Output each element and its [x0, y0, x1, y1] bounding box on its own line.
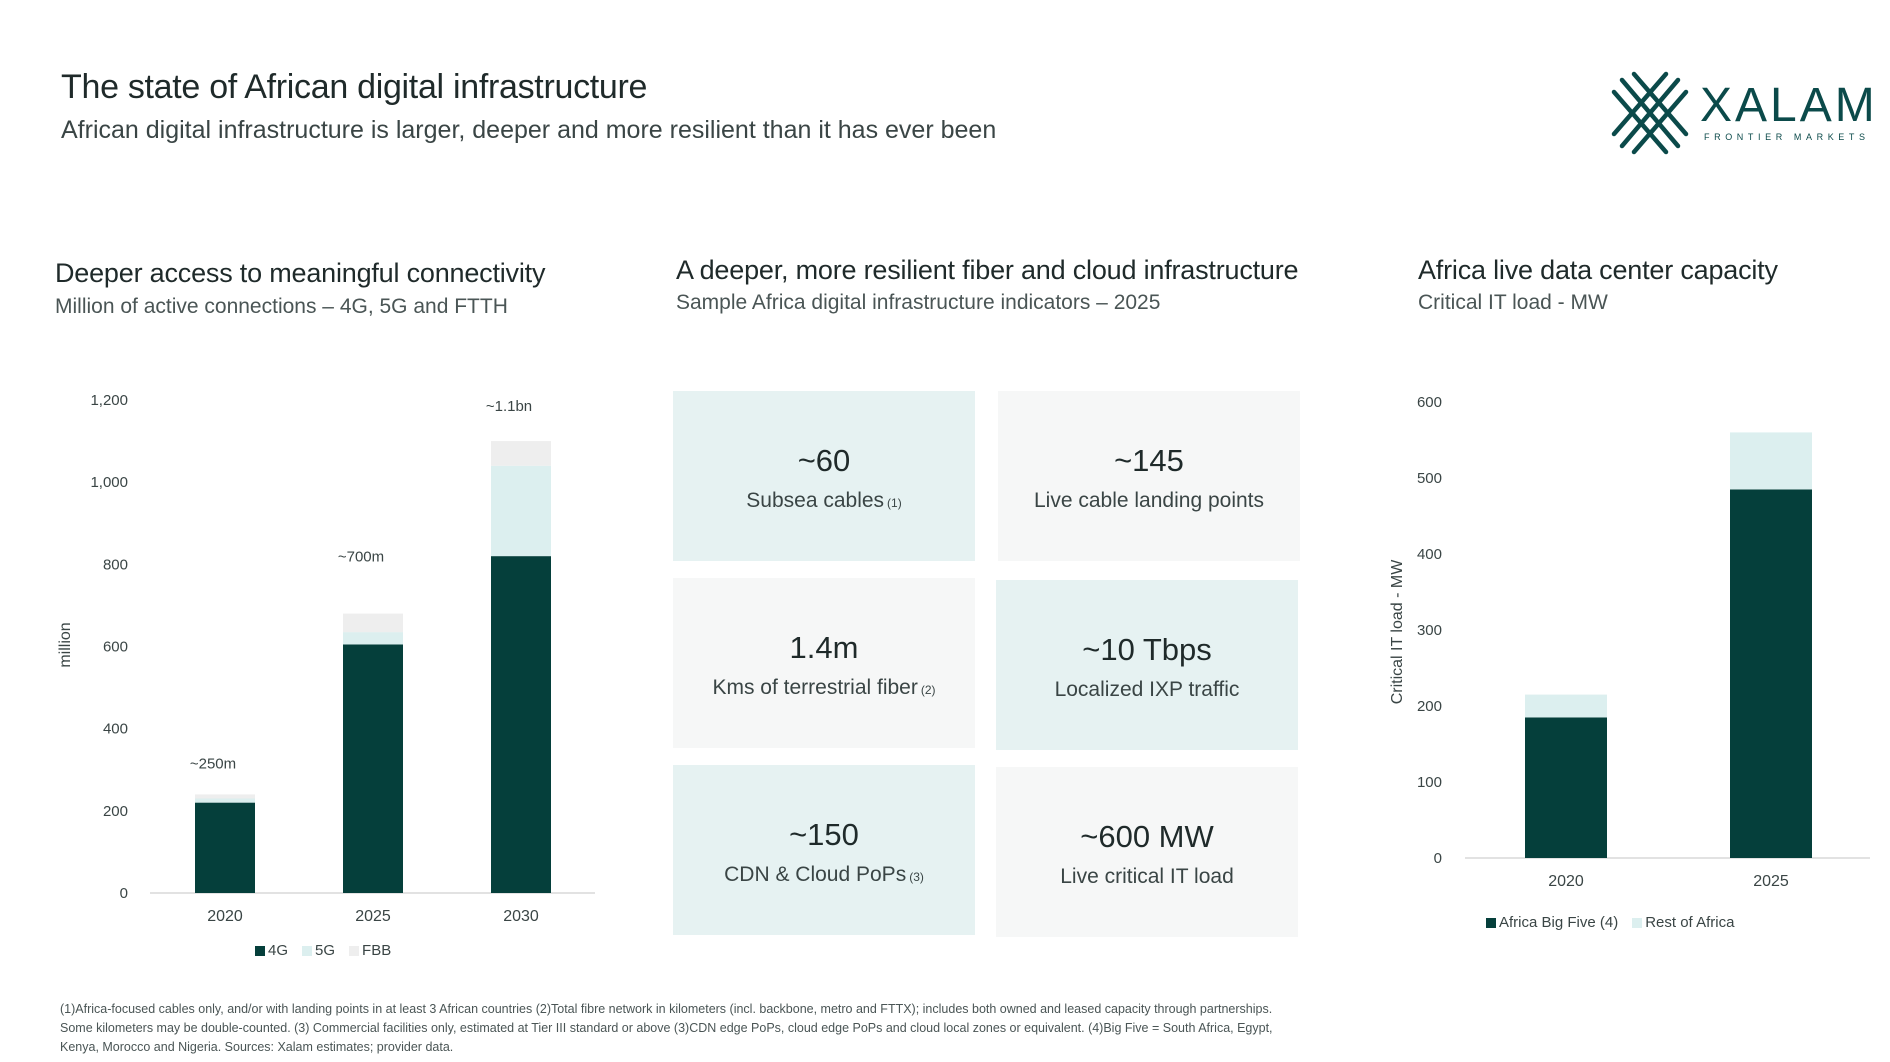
tile-note: (1): [887, 496, 902, 510]
fiber-subtitle: Sample Africa digital infrastructure ind…: [676, 291, 1161, 314]
legend-item: FBB: [349, 942, 391, 959]
logo-wordmark: XALAM: [1700, 79, 1878, 132]
legend-swatch: [1486, 918, 1496, 929]
tile-note: (2): [920, 683, 936, 697]
y-tick-label: 0: [120, 885, 128, 902]
connectivity-chart-svg: 0 200 400 600 800 1,000 1,200 million 2020 ~250m 2…: [57, 392, 595, 925]
tile-note: (3): [909, 870, 924, 884]
connectivity-bar-2030-5g: [491, 465, 551, 557]
connectivity-bar-2025-4g: [343, 644, 403, 893]
xalam-logo: XALAM FRONTIER MARKETS: [1608, 70, 1875, 156]
legend-label: 5G: [315, 942, 336, 959]
datacenter-bar-2020-rest: [1525, 694, 1607, 718]
tile-value: ~150: [789, 817, 859, 852]
footnote: (1)Africa-focused cables only, and/or wi…: [60, 1000, 1840, 1057]
connectivity-bar-2020-4g: [195, 802, 255, 893]
datacenter-title: Africa live data center capacity: [1418, 255, 1778, 285]
page-title: The state of African digital infrastruct…: [61, 68, 648, 106]
indicator-tiles: ~60 Subsea cables (1) ~145 Live cable lan…: [670, 390, 1310, 950]
connectivity-bar-2025-fbb: [343, 613, 403, 633]
tile-label: Subsea cables: [746, 489, 885, 512]
datacenter-chart-svg: 0 100 200 300 400 500 600 Critical IT load - MW…: [1389, 394, 1870, 890]
legend-item: Africa Big Five (4): [1486, 914, 1618, 931]
connectivity-bar-2025-5g: [343, 632, 403, 645]
tile-label: Live critical IT load: [1060, 865, 1234, 888]
datacenter-subtitle: Critical IT load - MW: [1418, 291, 1608, 314]
footnote-line: Some kilometers may be double-counted. (…: [60, 1021, 1273, 1035]
y-tick-label: 200: [103, 803, 128, 820]
x-tick-label: 2020: [207, 908, 243, 925]
datacenter-legend: Africa Big Five (4) Rest of Africa: [1486, 914, 1748, 931]
legend-swatch: [1632, 918, 1643, 929]
connectivity-bar-2020-5g: [195, 798, 255, 803]
legend-label: FBB: [362, 942, 392, 959]
legend-swatch: [255, 946, 265, 957]
y-tick-label: 600: [103, 639, 128, 656]
y-axis-label: million: [57, 622, 74, 667]
x-tick-label: 2025: [1753, 873, 1789, 890]
y-tick-label: 400: [103, 721, 128, 738]
y-tick-label: 800: [103, 556, 128, 573]
y-tick-label: 100: [1417, 774, 1442, 791]
total-annotation: ~250m: [190, 755, 236, 772]
tile-critical-it-load: ~600 MW Live critical IT load: [996, 767, 1298, 937]
y-tick-label: 200: [1417, 698, 1442, 715]
tile-value: ~600 MW: [1080, 819, 1214, 854]
tile-label: Localized IXP traffic: [1054, 678, 1240, 701]
datacenter-chart: 0 100 200 300 400 500 600 Critical IT load - MW…: [1370, 370, 1880, 970]
connectivity-bar-2030-4g: [491, 556, 551, 893]
y-tick-label: 1,000: [90, 474, 128, 491]
tile-value: ~145: [1114, 443, 1184, 478]
x-tick-label: 2020: [1548, 873, 1584, 890]
y-axis-label: Critical IT load - MW: [1389, 559, 1406, 705]
y-tick-label: 1,200: [90, 392, 128, 409]
total-annotation: ~700m: [338, 549, 384, 566]
tile-value: ~60: [797, 443, 851, 478]
legend-swatch: [302, 946, 313, 957]
y-tick-label: 400: [1417, 546, 1442, 563]
legend-item: 4G: [255, 942, 288, 959]
tile-ixp-traffic: ~10 Tbps Localized IXP traffic: [996, 580, 1298, 750]
legend-label: 4G: [268, 942, 289, 959]
connectivity-title: Deeper access to meaningful connectivity: [55, 258, 546, 288]
y-tick-label: 0: [1434, 850, 1442, 867]
total-annotation: ~1.1bn: [486, 398, 532, 415]
legend-swatch: [349, 946, 360, 957]
tile-cable-landing-points: ~145 Live cable landing points: [998, 391, 1300, 561]
datacenter-bar-2020-africa: [1525, 717, 1607, 858]
x-tick-label: 2025: [355, 908, 391, 925]
tile-value: ~10 Tbps: [1082, 632, 1212, 667]
y-tick-label: 500: [1417, 470, 1442, 487]
legend-item: 5G: [302, 942, 335, 959]
tile-subsea-cables: ~60 Subsea cables (1): [673, 391, 975, 561]
tile-label: Live cable landing points: [1034, 489, 1264, 512]
connectivity-legend: 4G 5G FBB: [255, 942, 405, 959]
tile-terrestrial-fiber: 1.4m Kms of terrestrial fiber (2): [673, 578, 975, 748]
x-tick-label: 2030: [503, 908, 539, 925]
tile-label: CDN & Cloud PoPs: [724, 863, 907, 886]
connectivity-bar-2020-fbb: [195, 794, 255, 799]
connectivity-bar-2030-fbb: [491, 441, 551, 466]
legend-label: Rest of Africa: [1645, 914, 1735, 931]
tile-value: 1.4m: [789, 630, 859, 665]
y-tick-label: 300: [1417, 622, 1442, 639]
legend-item: Rest of Africa: [1632, 914, 1734, 931]
connectivity-subtitle: Million of active connections – 4G, 5G a…: [55, 295, 508, 318]
page-subtitle: African digital infrastructure is larger…: [61, 116, 997, 144]
footnote-line: (1)Africa-focused cables only, and/or wi…: [60, 1002, 1273, 1016]
y-tick-label: 600: [1417, 394, 1442, 411]
logo-tagline: FRONTIER MARKETS: [1704, 132, 1870, 142]
tile-cdn-cloud-pops: ~150 CDN & Cloud PoPs (3): [673, 765, 975, 935]
xalam-x-icon: [1611, 71, 1689, 155]
datacenter-bar-2025-rest: [1730, 432, 1812, 490]
connectivity-chart: 0 200 400 600 800 1,000 1,200 million 2020 ~250m 2…: [40, 370, 610, 970]
legend-label: Africa Big Five (4): [1499, 914, 1619, 931]
tile-label: Kms of terrestrial fiber: [712, 676, 918, 699]
datacenter-bar-2025-africa: [1730, 489, 1812, 858]
fiber-title: A deeper, more resilient fiber and cloud…: [676, 255, 1299, 285]
footnote-line: Kenya, Morocco and Nigeria. Sources: Xal…: [60, 1040, 454, 1054]
